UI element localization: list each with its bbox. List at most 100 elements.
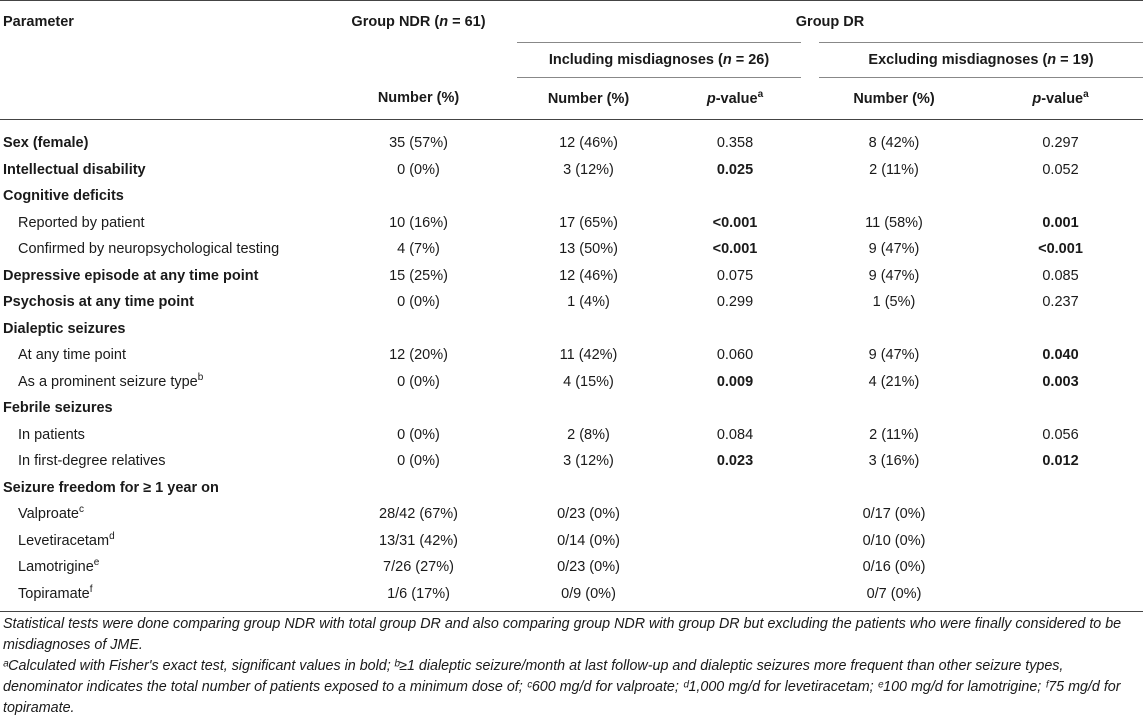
row-label-footnote-mark: e <box>93 557 100 569</box>
row-label: Reported by patient <box>0 210 320 237</box>
row-label-text: At any time point <box>18 347 126 364</box>
header-ndr-number: Number (%) <box>320 77 517 120</box>
row-label: Febrile seizures <box>0 395 320 422</box>
row-label: As a prominent seizure typeb <box>0 369 320 396</box>
row-label-text: In first-degree relatives <box>18 453 166 470</box>
table-row: At any time point 12 (20%) 11 (42%) 0.060 9 … <box>0 342 1143 369</box>
cell-excl-pvalue <box>978 580 1143 612</box>
cell-ndr-number: 0 (0%) <box>397 426 440 443</box>
cell-excl-pvalue: 0.040 <box>1042 347 1079 364</box>
cell-incl-pvalue: 0.358 <box>716 135 754 152</box>
header-including: Including misdiagnoses (n = 26) <box>517 42 810 78</box>
row-label-text: Psychosis at any time point <box>3 294 194 311</box>
table-row: Reported by patient 10 (16%) 17 (65%) <0.00… <box>0 210 1143 237</box>
row-label-footnote-mark: d <box>109 530 115 542</box>
row-label: Sex (female) <box>0 120 320 157</box>
cell-incl-number: 0/23 (0%) <box>557 506 620 523</box>
cell-excl-pvalue: 0.003 <box>1042 373 1079 390</box>
table-row: Valproatec 28/42 (67%) 0/23 (0%) 0/17 (0%) <box>0 501 1143 528</box>
header-row-2: Including misdiagnoses (n = 26) Excludin… <box>0 42 1143 78</box>
cell-excl-pvalue <box>978 501 1143 528</box>
row-label: At any time point <box>0 342 320 369</box>
cell-incl-pvalue <box>660 580 810 612</box>
cell-excl-pvalue <box>978 528 1143 555</box>
row-label: Confirmed by neuropsychological testing <box>0 236 320 263</box>
header-excluding: Excluding misdiagnoses (n = 19) <box>800 42 1143 78</box>
cell-excl-pvalue: 0.237 <box>1042 294 1079 311</box>
cell-incl-pvalue <box>660 395 810 422</box>
header-row-1: Parameter Group NDR (n = 61) Group DR <box>0 0 1143 43</box>
table-row: Confirmed by neuropsychological testing 4… <box>0 236 1143 263</box>
cell-excl-number: 0/7 (0%) <box>810 580 978 612</box>
row-label: Levetiracetamd <box>0 528 320 555</box>
cell-ndr-number: 0 (0%) <box>397 294 440 311</box>
cell-ndr-number <box>320 395 517 422</box>
cell-incl-pvalue: <0.001 <box>712 241 758 258</box>
row-label: Seizure freedom for ≥ 1 year on <box>0 475 320 502</box>
cell-excl-pvalue <box>978 316 1143 343</box>
cell-incl-pvalue: 0.299 <box>716 294 754 311</box>
row-label-text: Reported by patient <box>18 214 145 231</box>
cell-incl-pvalue <box>660 554 810 581</box>
row-label: Intellectual disability <box>0 157 320 184</box>
row-label-footnote-mark: f <box>89 583 93 595</box>
row-label-text: As a prominent seizure type <box>18 373 198 390</box>
cell-excl-number: 9 (47%) <box>868 347 920 364</box>
row-label-text: Seizure freedom for ≥ 1 year on <box>3 479 219 496</box>
header-excl-pvalue: p-valuea <box>978 77 1143 120</box>
cell-incl-pvalue <box>660 183 810 210</box>
table-row: Psychosis at any time point 0 (0%) 1 (4%) 0… <box>0 289 1143 316</box>
cell-incl-number: 0/14 (0%) <box>557 532 620 549</box>
cell-excl-number: 3 (16%) <box>868 453 920 470</box>
cell-ndr-number: 4 (7%) <box>397 241 440 258</box>
table-row: Cognitive deficits <box>0 183 1143 210</box>
table-row: Seizure freedom for ≥ 1 year on <box>0 475 1143 502</box>
cell-incl-number: 4 (15%) <box>563 373 614 390</box>
cell-excl-pvalue <box>978 183 1143 210</box>
row-label: In first-degree relatives <box>0 448 320 475</box>
row-label: Cognitive deficits <box>0 183 320 210</box>
cell-ndr-number: 28/42 (67%) <box>379 506 458 523</box>
cell-incl-number <box>517 183 660 210</box>
cell-incl-number: 12 (46%) <box>559 267 618 284</box>
cell-ndr-number: 13/31 (42%) <box>379 532 458 549</box>
cell-excl-number: 2 (11%) <box>869 161 919 178</box>
cell-incl-pvalue: 0.009 <box>716 373 754 390</box>
cell-excl-number: 2 (11%) <box>869 426 919 443</box>
cell-excl-number: 8 (42%) <box>868 135 920 152</box>
cell-ndr-number: 15 (25%) <box>389 267 448 284</box>
footnote-abbreviations: ᵃCalculated with Fisher's exact test, si… <box>3 658 1121 716</box>
header-group-ndr: Group NDR (n = 61) <box>320 0 517 43</box>
row-label: Dialeptic seizures <box>0 316 320 343</box>
cell-ndr-number: 0 (0%) <box>397 453 440 470</box>
cell-ndr-number <box>320 183 517 210</box>
row-label-text: Intellectual disability <box>3 161 146 178</box>
row-label-text: Valproate <box>18 506 79 523</box>
header-group-dr: Group DR <box>517 0 1143 43</box>
cell-excl-number: 4 (21%) <box>868 373 920 390</box>
cell-incl-number <box>517 395 660 422</box>
cell-excl-number <box>810 395 978 422</box>
row-label: In patients <box>0 422 320 449</box>
table-row: Dialeptic seizures <box>0 316 1143 343</box>
cell-excl-number <box>810 316 978 343</box>
cell-incl-pvalue: 0.023 <box>716 453 754 470</box>
table-row: Sex (female) 35 (57%) 12 (46%) 0.358 8 (42%)… <box>0 120 1143 157</box>
table-row: Depressive episode at any time point 15 (… <box>0 263 1143 290</box>
table-row: Lamotriginee 7/26 (27%) 0/23 (0%) 0/16 (0%) <box>0 554 1143 581</box>
cell-excl-number <box>810 475 978 502</box>
cell-ndr-number <box>320 475 517 502</box>
cell-excl-number: 0/16 (0%) <box>862 559 926 576</box>
cell-incl-pvalue: <0.001 <box>712 214 758 231</box>
row-label: Lamotriginee <box>0 554 320 581</box>
cell-incl-number: 11 (42%) <box>559 347 618 364</box>
cell-excl-pvalue <box>978 475 1143 502</box>
cell-incl-number: 0/23 (0%) <box>557 559 620 576</box>
cell-excl-pvalue: 0.012 <box>1042 453 1079 470</box>
row-label-text: Depressive episode at any time point <box>3 267 259 284</box>
cell-excl-pvalue: 0.001 <box>1042 214 1079 231</box>
cell-incl-pvalue: 0.060 <box>716 347 754 364</box>
row-label: Topiramatef <box>0 580 320 612</box>
cell-ndr-number: 35 (57%) <box>389 135 448 152</box>
